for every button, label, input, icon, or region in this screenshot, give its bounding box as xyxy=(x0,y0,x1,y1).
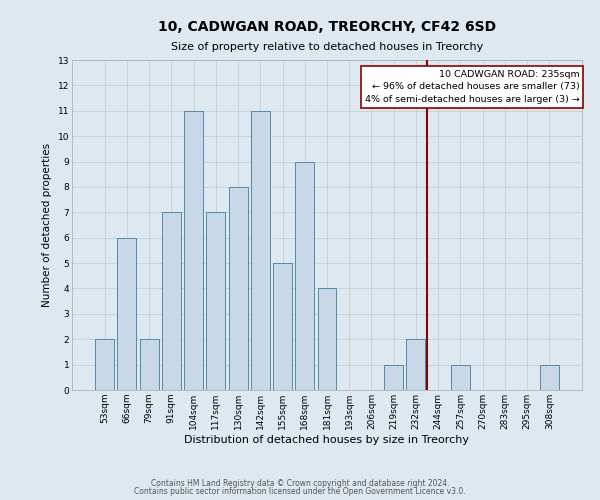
Text: Contains HM Land Registry data © Crown copyright and database right 2024.: Contains HM Land Registry data © Crown c… xyxy=(151,478,449,488)
Text: 10 CADWGAN ROAD: 235sqm
← 96% of detached houses are smaller (73)
4% of semi-det: 10 CADWGAN ROAD: 235sqm ← 96% of detache… xyxy=(365,70,580,104)
Bar xyxy=(229,187,248,390)
Bar xyxy=(251,111,270,390)
Bar xyxy=(162,212,181,390)
X-axis label: Distribution of detached houses by size in Treorchy: Distribution of detached houses by size … xyxy=(185,434,470,444)
Bar xyxy=(540,364,559,390)
Bar xyxy=(384,364,403,390)
Bar xyxy=(451,364,470,390)
Bar xyxy=(184,111,203,390)
Text: Size of property relative to detached houses in Treorchy: Size of property relative to detached ho… xyxy=(171,42,483,52)
Bar xyxy=(118,238,136,390)
Text: Contains public sector information licensed under the Open Government Licence v3: Contains public sector information licen… xyxy=(134,487,466,496)
Bar xyxy=(95,339,114,390)
Bar xyxy=(140,339,158,390)
Bar xyxy=(317,288,337,390)
Y-axis label: Number of detached properties: Number of detached properties xyxy=(42,143,52,307)
Bar xyxy=(206,212,225,390)
Bar xyxy=(273,263,292,390)
Bar xyxy=(406,339,425,390)
Text: 10, CADWGAN ROAD, TREORCHY, CF42 6SD: 10, CADWGAN ROAD, TREORCHY, CF42 6SD xyxy=(158,20,496,34)
Bar xyxy=(295,162,314,390)
